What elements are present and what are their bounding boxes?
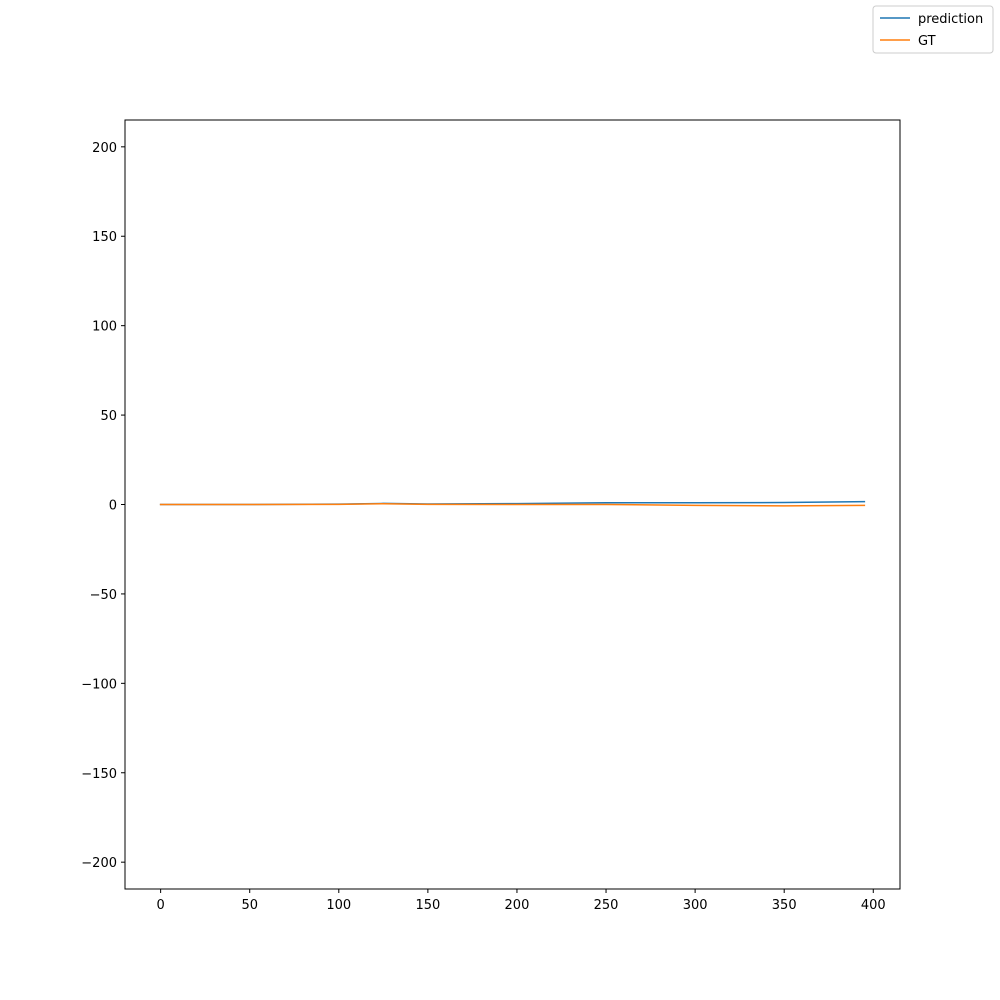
x-axis: 0 50 100 150 200 250 300 350 400 xyxy=(156,889,886,913)
plot-lines xyxy=(159,500,866,507)
x-tick-label: 150 xyxy=(415,898,440,913)
y-axis: 200 150 100 50 0 −50 −100 −150 −200 xyxy=(81,141,125,871)
x-tick-label: 250 xyxy=(594,898,619,913)
y-tick-label: 200 xyxy=(92,141,117,156)
x-tick-label: 0 xyxy=(156,898,164,913)
y-tick-label: 150 xyxy=(92,230,117,245)
x-tick-label: 350 xyxy=(772,898,797,913)
x-tick-label: 200 xyxy=(505,898,530,913)
y-tick-label: −150 xyxy=(81,767,117,782)
x-tick-label: 400 xyxy=(861,898,886,913)
legend-label-prediction: prediction xyxy=(918,12,983,27)
y-tick-label: 50 xyxy=(100,409,117,424)
y-tick-label: −200 xyxy=(81,856,117,871)
x-tick-label: 50 xyxy=(241,898,258,913)
y-tick-label: 0 xyxy=(109,499,117,514)
legend-label-gt: GT xyxy=(918,34,936,49)
x-tick-label: 100 xyxy=(326,898,351,913)
x-tick-label: 300 xyxy=(683,898,708,913)
y-tick-label: 100 xyxy=(92,320,117,335)
legend: prediction GT xyxy=(872,5,994,54)
y-tick-label: −100 xyxy=(81,677,117,692)
series-line-gt xyxy=(159,503,866,507)
y-tick-label: −50 xyxy=(90,588,117,603)
